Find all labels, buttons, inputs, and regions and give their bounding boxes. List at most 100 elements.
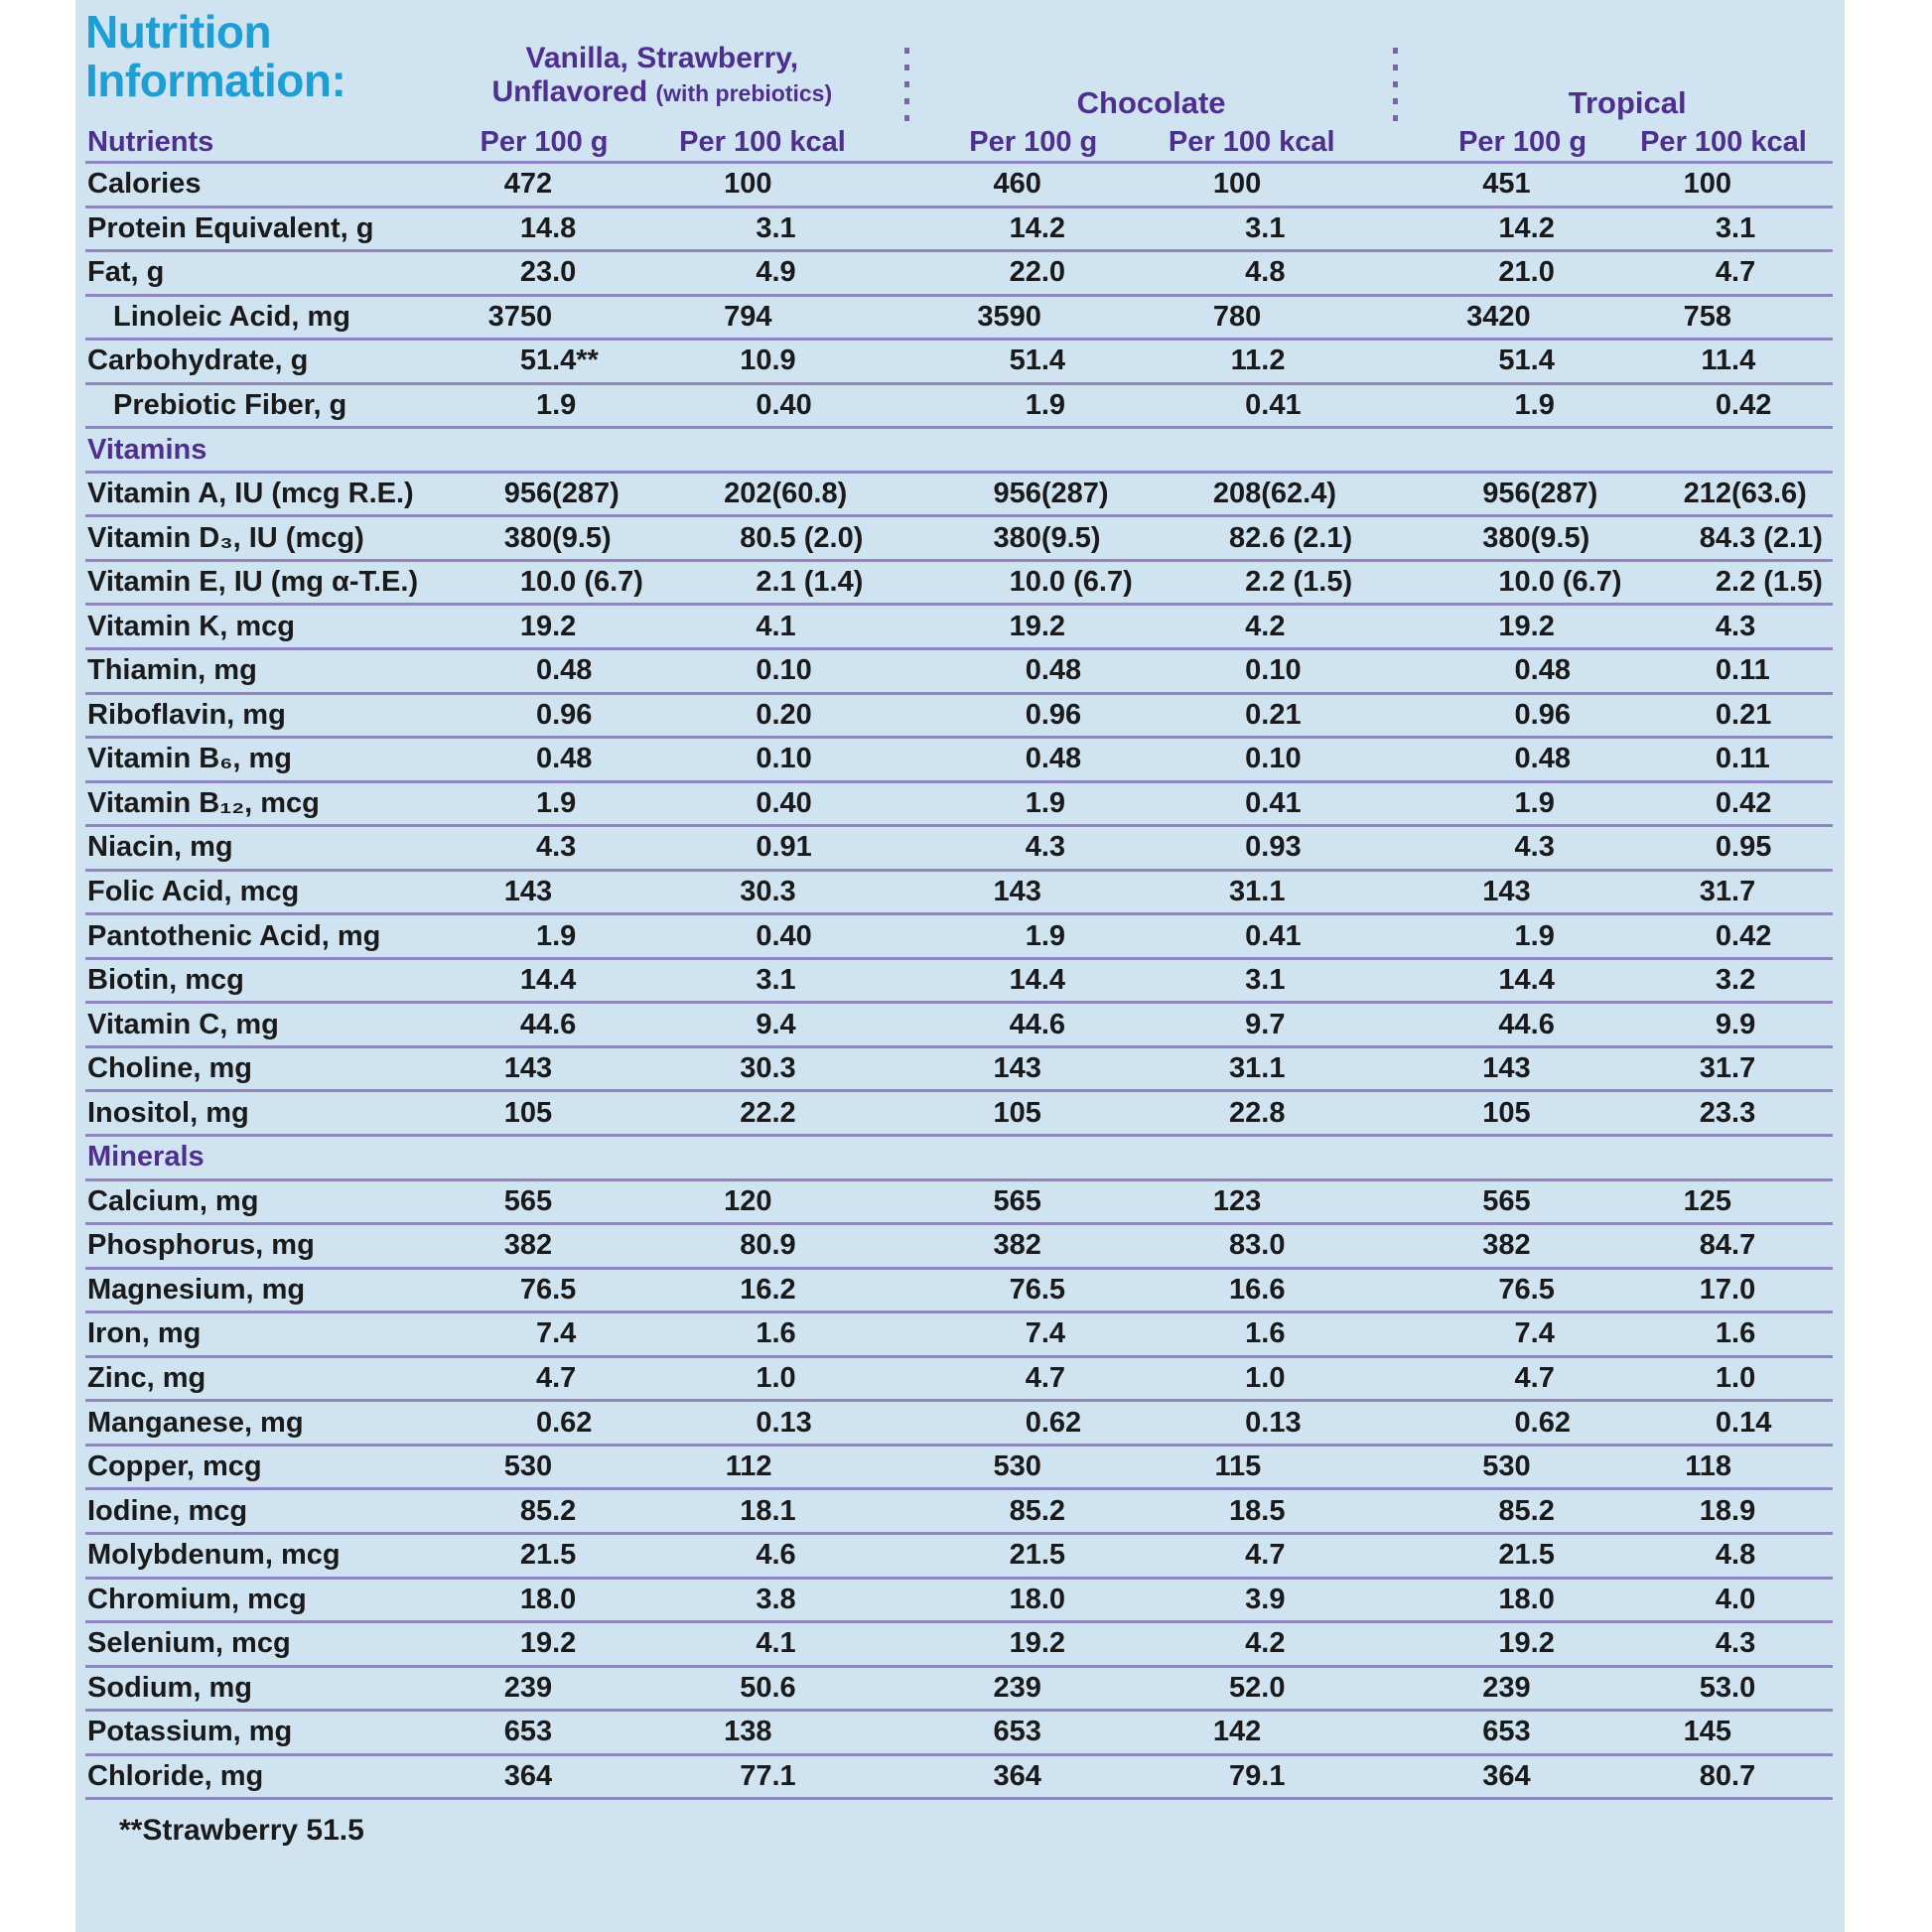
nutrient-row: Iodine, mcg 85.2 18.1 85.2 18.5 85.2 18.9 <box>85 1490 1833 1535</box>
page-title: Nutrition Information: <box>85 4 444 125</box>
value-cell: 202 (60.8) <box>724 478 848 510</box>
value-cell: 1.6 <box>756 1317 796 1350</box>
nutrient-row: Riboflavin, mg 0.96 0.20 0.96 0.21 0.96 0.21 <box>85 695 1833 740</box>
value-cell: 16.2 <box>740 1273 796 1306</box>
value-cell: 23.3 <box>1699 1096 1756 1129</box>
value-cell: 472 <box>503 168 553 201</box>
nutrient-row: Folic Acid, mcg 143 30.3 143 31.1 143 31.7 <box>85 872 1833 916</box>
value-cell: 0.96 <box>1025 698 1082 731</box>
value-cell: 1.0 <box>1715 1362 1756 1395</box>
value-cell: 30.3 <box>740 876 796 908</box>
nutrient-row: Copper, mcg 530 112 530 115 530 118 <box>85 1447 1833 1491</box>
value-cell: 956 (287) <box>1482 478 1598 510</box>
nutrient-label: Iron, mg <box>87 1317 202 1350</box>
value-cell: 3.1 <box>1715 211 1756 244</box>
nutrient-row: Selenium, mcg 19.2 4.1 19.2 4.2 19.2 4.3 <box>85 1623 1833 1668</box>
value-cell: 7.4 <box>535 1317 577 1350</box>
value-cell: 380 (9.5) <box>993 521 1101 554</box>
value-cell: 3590 <box>977 300 1041 333</box>
nutrient-label: Copper, mcg <box>87 1450 262 1483</box>
group-vanilla-line2: Unflavored <box>491 74 648 108</box>
value-cell: 3.9 <box>1245 1583 1286 1615</box>
value-cell: 4.3 <box>1715 1627 1756 1660</box>
nutrient-row: Phosphorus, mg 382 80.9 382 83.0 382 84.7 <box>85 1225 1833 1270</box>
value-cell: 18.0 <box>1498 1583 1555 1615</box>
nutrition-panel: Nutrition Information: Vanilla, Strawber… <box>75 0 1845 1932</box>
value-cell: 758 <box>1683 300 1732 333</box>
value-cell: 364 <box>993 1759 1041 1792</box>
value-cell: 1.9 <box>535 786 577 819</box>
nutrient-label: Manganese, mg <box>87 1406 304 1439</box>
value-cell: 142 <box>1212 1716 1262 1748</box>
nutrient-label: Vitamin A, IU (mcg R.E.) <box>87 478 414 510</box>
value-cell: 7.4 <box>1514 1317 1555 1350</box>
value-cell: 10.0 (6.7) <box>1009 566 1133 599</box>
value-cell: 208 (62.4) <box>1212 478 1337 510</box>
value-cell: 239 <box>503 1671 553 1704</box>
value-cell: 3420 <box>1466 300 1531 333</box>
value-cell: 1.9 <box>535 919 577 952</box>
value-cell: 3750 <box>487 300 553 333</box>
section-header-row: Vitamins <box>85 429 1833 474</box>
value-cell: 19.2 <box>1498 1627 1555 1660</box>
nutrient-label: Folic Acid, mcg <box>87 876 300 908</box>
value-cell: 2.1 (1.4) <box>756 566 864 599</box>
nutrient-label: Biotin, mcg <box>87 964 244 997</box>
value-cell: 85.2 <box>1009 1494 1066 1527</box>
value-cell: 9.4 <box>756 1008 796 1040</box>
value-cell: 100 <box>724 168 772 201</box>
nutrient-label: Potassium, mg <box>87 1716 293 1748</box>
group-header-tropical: Tropical <box>1568 85 1687 120</box>
value-cell: 3.1 <box>756 964 796 997</box>
value-cell: 85.2 <box>1498 1494 1555 1527</box>
value-cell: 19.2 <box>519 1627 577 1660</box>
column-header-row: Nutrients Per 100 g Per 100 kcal Per 100… <box>85 125 1833 164</box>
section-header-row: Minerals <box>85 1137 1833 1181</box>
value-cell: 4.8 <box>1245 256 1286 289</box>
nutrient-row: Niacin, mg 4.3 0.91 4.3 0.93 4.3 0.95 <box>85 827 1833 872</box>
value-cell: 51.4** <box>519 345 599 377</box>
value-cell: 84.7 <box>1699 1229 1756 1262</box>
nutrient-label: Vitamin E, IU (mg α-T.E.) <box>87 566 419 599</box>
value-cell: 0.41 <box>1245 786 1302 819</box>
value-cell: 21.5 <box>519 1539 577 1572</box>
value-cell: 22.2 <box>740 1096 796 1129</box>
value-cell: 0.20 <box>756 698 812 731</box>
nutrient-row: Iron, mg 7.4 1.6 7.4 1.6 7.4 1.6 <box>85 1313 1833 1358</box>
nutrient-row: Carbohydrate, g 51.4** 10.9 51.4 11.2 51.4 11.… <box>85 341 1833 385</box>
value-cell: 653 <box>503 1716 553 1748</box>
value-cell: 4.2 <box>1245 1627 1286 1660</box>
value-cell: 44.6 <box>519 1008 577 1040</box>
column-header-per100g-chocolate: Per 100 g <box>969 126 1098 158</box>
value-cell: 0.95 <box>1715 831 1772 864</box>
value-cell: 31.7 <box>1699 1052 1756 1085</box>
value-cell: 0.13 <box>1245 1406 1302 1439</box>
value-cell: 380 (9.5) <box>1482 521 1590 554</box>
value-cell: 83.0 <box>1229 1229 1286 1262</box>
value-cell: 239 <box>993 1671 1041 1704</box>
value-cell: 118 <box>1685 1450 1732 1483</box>
value-cell: 4.7 <box>1245 1539 1286 1572</box>
value-cell: 0.41 <box>1245 919 1302 952</box>
value-cell: 0.96 <box>535 698 593 731</box>
value-cell: 14.4 <box>1009 964 1066 997</box>
value-cell: 51.4 <box>1009 345 1066 377</box>
value-cell: 2.2 (1.5) <box>1715 566 1823 599</box>
value-cell: 956 (287) <box>993 478 1109 510</box>
column-header-per100kcal-vanilla: Per 100 kcal <box>679 126 846 158</box>
nutrient-label: Iodine, mcg <box>87 1494 248 1527</box>
value-cell: 0.62 <box>1514 1406 1571 1439</box>
group-header-chocolate: Chocolate <box>1076 85 1226 120</box>
value-cell: 0.48 <box>1514 743 1571 775</box>
value-cell: 1.9 <box>1025 389 1066 421</box>
value-cell: 794 <box>724 300 772 333</box>
value-cell: 80.7 <box>1699 1759 1756 1792</box>
value-cell: 77.1 <box>740 1759 796 1792</box>
nutrient-label: Prebiotic Fiber, g <box>113 389 347 421</box>
value-cell: 21.5 <box>1498 1539 1555 1572</box>
value-cell: 530 <box>1482 1450 1531 1483</box>
value-cell: 451 <box>1482 168 1531 201</box>
value-cell: 51.4 <box>1498 345 1555 377</box>
nutrient-row: Vitamin B₆, mg 0.48 0.10 0.48 0.10 0.48 0.11 <box>85 739 1833 783</box>
value-cell: 0.48 <box>1025 654 1082 687</box>
